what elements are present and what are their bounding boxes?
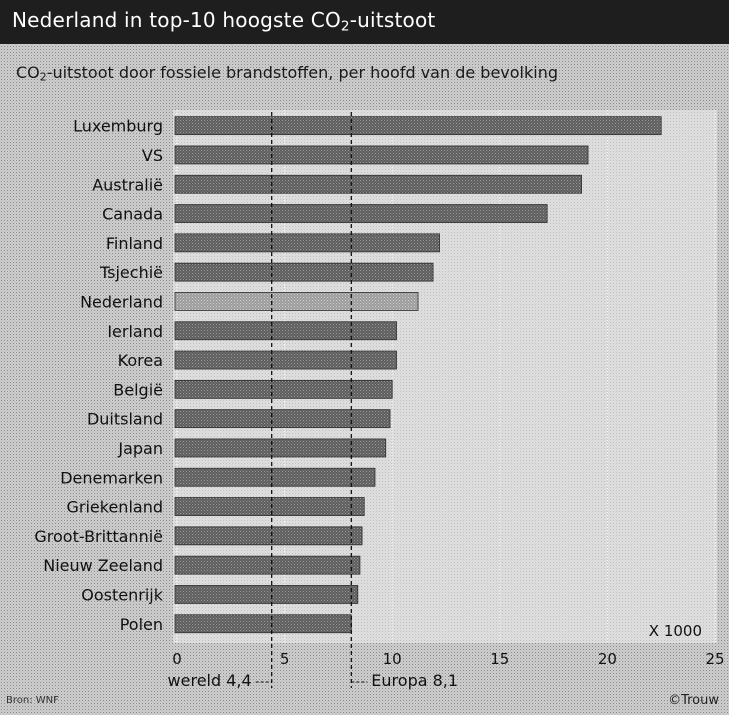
x-tick-label: 20 (598, 650, 617, 668)
x-tick-label: 0 (172, 650, 182, 668)
plot-area (173, 110, 717, 643)
category-label: Finland (106, 234, 163, 253)
bar (174, 174, 582, 194)
category-label: Groot-Brittannië (34, 527, 163, 546)
category-labels: Luxemburg VS Australië Canada Finland Tsjechi… (34, 117, 163, 634)
category-label: Ierland (107, 322, 163, 341)
category-label: Canada (102, 205, 163, 224)
x-tick-labels: 0 5 10 15 20 25 (172, 650, 724, 668)
bar (174, 555, 361, 575)
bar (174, 409, 391, 429)
bar (174, 233, 440, 253)
x-tick-label: 5 (280, 650, 290, 668)
category-label: Korea (118, 351, 163, 370)
credit-note: ©Trouw (668, 693, 719, 708)
bar (174, 526, 363, 546)
bar (174, 145, 589, 165)
category-label: Tsjechië (99, 263, 163, 282)
bar (174, 467, 376, 487)
x-tick-label: 25 (705, 650, 724, 668)
bar (174, 292, 419, 311)
bar (174, 204, 548, 223)
category-label: VS (142, 146, 163, 165)
reference-lines: wereld 4,4 Europa 8,1 (168, 112, 458, 690)
bar (174, 116, 662, 136)
x-unit-label: X 1000 (649, 622, 702, 640)
x-tick-label: 10 (383, 650, 402, 668)
chart-subtitle: CO2-uitstoot door fossiele brandstoffen,… (16, 63, 558, 84)
gridlines (176, 110, 716, 643)
bar (174, 585, 359, 604)
bar (174, 321, 397, 341)
bar (174, 262, 434, 282)
reference-label: wereld 4,4 (168, 671, 252, 690)
chart-title: Nederland in top-10 hoogste CO2-uitstoot (12, 8, 436, 35)
category-label: Duitsland (87, 410, 163, 429)
bar (174, 379, 393, 399)
bar (174, 350, 397, 370)
category-label: Griekenland (67, 498, 164, 517)
category-label: Japan (117, 439, 163, 458)
category-label: Australië (92, 175, 163, 194)
bars (174, 116, 662, 634)
title-bar: Nederland in top-10 hoogste CO2-uitstoot (0, 0, 729, 44)
category-label: Nieuw Zeeland (43, 556, 163, 575)
category-label: Polen (120, 615, 163, 634)
category-label: Nederland (80, 292, 163, 311)
bar (174, 614, 352, 634)
source-note: Bron: WNF (6, 695, 59, 706)
category-label: België (113, 380, 163, 399)
category-label: Denemarken (60, 468, 163, 487)
x-tick-label: 15 (490, 650, 509, 668)
category-label: Oostenrijk (81, 585, 163, 604)
reference-label: Europa 8,1 (371, 671, 458, 690)
category-label: Luxemburg (73, 117, 163, 136)
bar (174, 497, 365, 516)
bar (174, 438, 387, 458)
